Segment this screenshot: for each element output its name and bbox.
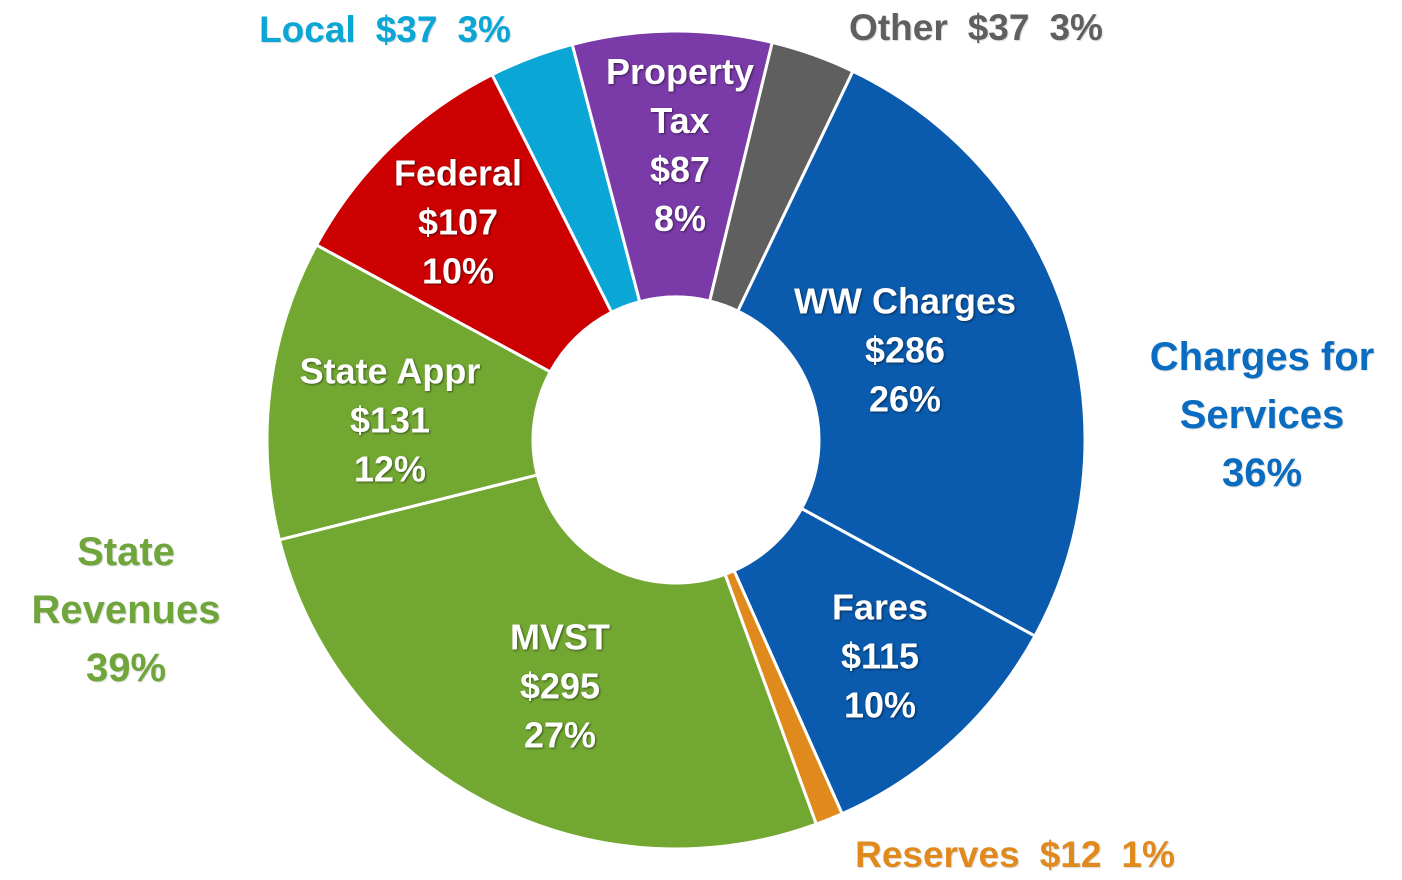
category-label: Other — [849, 7, 948, 48]
value-label: $37 — [967, 7, 1030, 48]
group-share: 39% — [85, 646, 167, 690]
label-line: Fares — [832, 583, 928, 632]
group-share: 36% — [1221, 451, 1303, 495]
category-label: Fares — [831, 586, 929, 628]
category-label: State Appr — [299, 350, 481, 392]
group-name: Charges for Services — [1149, 335, 1375, 437]
group-label: State Revenues 39% — [6, 523, 246, 697]
slice — [735, 69, 1087, 639]
group-name-line: State Revenues — [6, 523, 246, 639]
slice-label: Fares $115 10% — [832, 583, 928, 730]
label-line: 27% — [510, 711, 610, 760]
category-label: WW Charges — [793, 280, 1017, 322]
label-line: 12% — [300, 445, 481, 494]
label-line: 10% — [394, 247, 522, 296]
label-line: 26% — [794, 375, 1016, 424]
value-label: $37 — [375, 9, 438, 50]
group-share-line: 36% — [1117, 444, 1402, 502]
label-line: Property Tax — [590, 47, 770, 145]
slice-label: Local $37 3% — [259, 5, 511, 55]
share-label: 10% — [421, 250, 495, 292]
label-line: Federal — [394, 149, 522, 198]
label-line: 10% — [832, 681, 928, 730]
slice — [265, 242, 553, 542]
slice-label: State Appr $131 12% — [300, 347, 481, 494]
group-name: State Revenues — [31, 530, 221, 632]
share-label: 10% — [843, 684, 917, 726]
slice — [277, 473, 819, 851]
group-name-line: Charges for Services — [1117, 328, 1402, 444]
label-line: $131 — [300, 396, 481, 445]
label-line: State Appr — [300, 347, 481, 396]
category-label: Property Tax — [605, 51, 755, 141]
group-label: Charges for Services 36% — [1117, 328, 1402, 502]
category-label: Local — [259, 9, 356, 50]
slice — [314, 72, 614, 374]
value-label: $115 — [840, 635, 920, 677]
label-line: $107 — [394, 198, 522, 247]
slice — [570, 29, 774, 304]
slice-label: WW Charges $286 26% — [794, 277, 1016, 424]
value-label: $131 — [349, 399, 431, 441]
category-label: MVST — [509, 616, 611, 658]
share-label: 3% — [457, 9, 511, 50]
slice-label: MVST $295 27% — [510, 613, 610, 760]
share-label: 27% — [523, 714, 597, 756]
share-label: 12% — [353, 448, 427, 490]
value-label: $107 — [417, 201, 499, 243]
label-line: 8% — [590, 194, 770, 243]
share-label: 26% — [868, 378, 942, 420]
share-label: 3% — [1049, 7, 1103, 48]
value-label: $286 — [864, 329, 946, 371]
label-line: $295 — [510, 662, 610, 711]
label-line: $87 — [590, 145, 770, 194]
label-line: MVST — [510, 613, 610, 662]
label-line: $286 — [794, 326, 1016, 375]
group-share-line: 39% — [6, 639, 246, 697]
label-line: WW Charges — [794, 277, 1016, 326]
category-label: Reserves — [855, 834, 1020, 875]
value-label: $87 — [649, 149, 711, 190]
share-label: 8% — [653, 198, 707, 239]
slice-label: Other $37 3% — [849, 3, 1103, 53]
value-label: $12 — [1039, 834, 1102, 875]
slice-label: Property Tax $87 8% — [590, 47, 770, 243]
label-line: $115 — [832, 632, 928, 681]
slice-label: Federal $107 10% — [394, 149, 522, 296]
category-label: Federal — [393, 152, 523, 194]
value-label: $295 — [519, 665, 601, 707]
share-label: 1% — [1121, 834, 1175, 875]
slice-label: Reserves $12 1% — [855, 830, 1175, 880]
